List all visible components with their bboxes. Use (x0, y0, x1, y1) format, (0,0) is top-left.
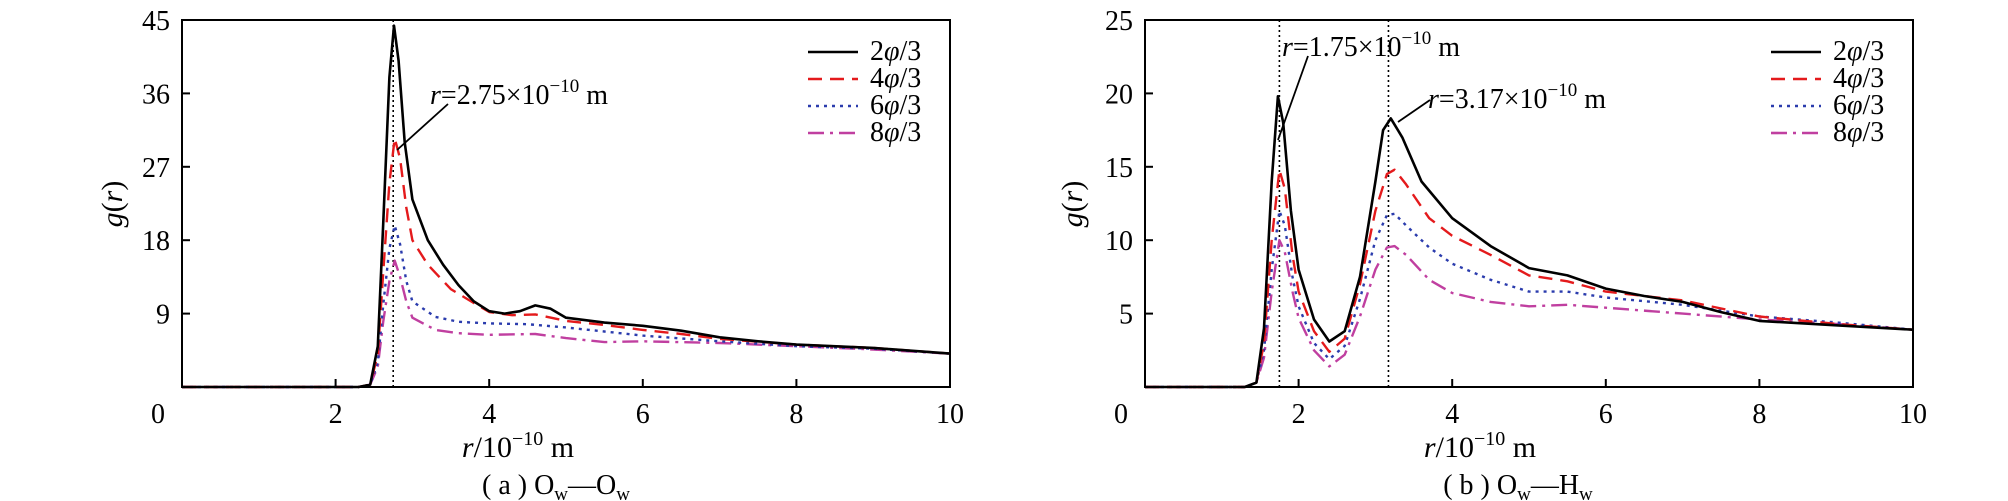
panel-b-ylabel: g(r) (1056, 181, 1089, 228)
panel-a: 0 2 4 6 8 10 9 18 27 36 45 r=2.75×10−10 m r/10−10 … (96, 6, 964, 501)
panel-b-annotation-2-pointer (1397, 99, 1431, 123)
panel-b-plot-frame (1144, 19, 1914, 388)
panel-a-annotation-pointer (396, 103, 449, 151)
panel-b-xtick-label-5: 10 (1899, 399, 1927, 430)
panel-a-ytick-label-0: 9 (156, 300, 170, 331)
panel-b-series-line-1 (1145, 168, 1914, 389)
panel-a-legend: 2φ/34φ/36φ/38φ/3 (808, 36, 921, 148)
panel-a-xtick-label-4: 8 (789, 399, 803, 430)
panel-b-series-line-2 (1145, 209, 1914, 389)
panel-b-annotation-1: r=1.75×10−10 m (1282, 28, 1460, 63)
panel-b-xtick-label-1: 2 (1292, 399, 1306, 430)
panel-a-ytick-label-4: 45 (142, 6, 170, 37)
panel-b-xtick-label-3: 6 (1599, 399, 1613, 430)
panel-b-ytick-label-4: 25 (1105, 6, 1133, 37)
panel-a-ytick-label-3: 36 (142, 79, 170, 110)
panel-b-legend-label-1: 4φ/3 (1833, 63, 1884, 94)
panel-b-ytick-label-0: 5 (1119, 300, 1133, 331)
panel-a-marks (182, 20, 951, 389)
panel-a-xtick-label-1: 2 (329, 399, 343, 430)
panel-a-series-line-1 (182, 137, 951, 389)
panel-a-caption: ( a ) Ow—Ow (482, 470, 630, 501)
panel-b-legend-label-2: 6φ/3 (1833, 90, 1884, 121)
panel-b-legend-label-3: 8φ/3 (1833, 117, 1884, 148)
panel-b-ytick-label-2: 15 (1105, 153, 1133, 184)
panel-b-xtick-label-2: 4 (1445, 399, 1459, 430)
panel-a-xtick-label-2: 4 (482, 399, 496, 430)
panel-b-xtick-label-4: 8 (1752, 399, 1766, 430)
panel-a-legend-label-1: 4φ/3 (870, 63, 921, 94)
panel-a-ytick-label-1: 18 (142, 226, 170, 257)
panel-a-ylabel: g(r) (96, 181, 129, 228)
panel-a-series-line-2 (182, 224, 951, 389)
panel-b-xlabel: r/10−10 m (1424, 428, 1536, 464)
panel-a-ytick-label-2: 27 (142, 153, 170, 184)
panel-b-annotation-2: r=3.17×10−10 m (1428, 80, 1606, 115)
panel-a-series-line-0 (182, 24, 951, 389)
panel-b-ticks: 0 2 4 6 8 10 5 10 15 20 25 (1105, 6, 1927, 430)
panel-a-xtick-label-3: 6 (636, 399, 650, 430)
panel-b-series-line-0 (1145, 95, 1914, 389)
panel-b-ytick-label-3: 20 (1105, 79, 1133, 110)
panel-b-xtick-label-0: 0 (1114, 399, 1128, 430)
panel-b-caption: ( b ) Ow—Hw (1443, 470, 1593, 501)
panel-a-series-line-3 (182, 259, 951, 389)
panel-b-marks (1145, 20, 1914, 389)
panel-b: 0 2 4 6 8 10 5 10 15 20 25 r=1.75×10−10 m r=3.17×1… (1056, 6, 1927, 501)
panel-a-legend-label-0: 2φ/3 (870, 36, 921, 67)
panel-a-xtick-label-0: 0 (151, 399, 165, 430)
panel-b-series-line-3 (1145, 239, 1914, 389)
panel-b-annotation-1-pointer (1277, 55, 1309, 141)
panel-a-legend-label-3: 8φ/3 (870, 117, 921, 148)
panel-a-xtick-label-5: 10 (936, 399, 964, 430)
panel-a-plot-frame (181, 19, 951, 388)
panel-a-ticks: 0 2 4 6 8 10 9 18 27 36 45 (142, 6, 964, 430)
panel-a-legend-label-2: 6φ/3 (870, 90, 921, 121)
panel-b-legend: 2φ/34φ/36φ/38φ/3 (1771, 36, 1884, 148)
panel-a-annotation: r=2.75×10−10 m (430, 76, 608, 111)
panel-a-xlabel: r/10−10 m (462, 428, 574, 464)
panel-b-ytick-label-1: 10 (1105, 226, 1133, 257)
panel-b-legend-label-0: 2φ/3 (1833, 36, 1884, 67)
